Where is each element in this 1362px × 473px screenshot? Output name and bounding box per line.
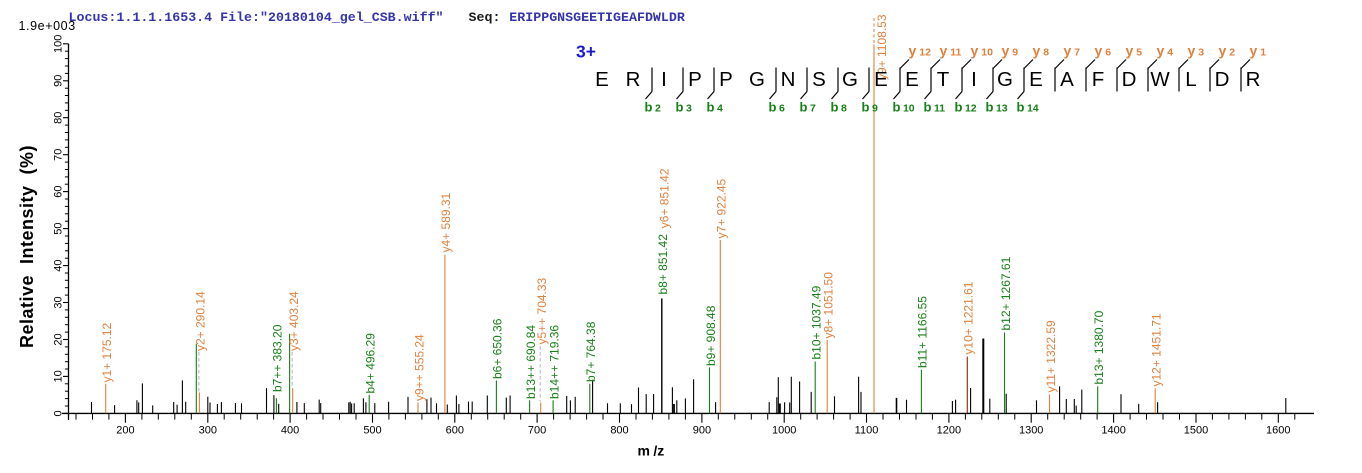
svg-text:W: W (1150, 68, 1170, 91)
svg-text:b6+ 650.36: b6+ 650.36 (491, 318, 505, 379)
svg-text:y1+ 175.12: y1+ 175.12 (100, 322, 114, 382)
svg-text:E: E (905, 68, 919, 91)
svg-text:1100: 1100 (855, 424, 879, 436)
svg-text:b4+ 496.29: b4+ 496.29 (364, 333, 378, 394)
svg-text:700: 700 (528, 424, 546, 436)
svg-text:L: L (1185, 68, 1196, 91)
svg-text:600: 600 (446, 424, 464, 436)
svg-text:10: 10 (53, 370, 65, 382)
svg-text:P: P (719, 68, 733, 91)
svg-text:b9+ 908.48: b9+ 908.48 (704, 305, 718, 366)
svg-text:b14: b 14 (1017, 100, 1039, 115)
svg-text:800: 800 (610, 424, 628, 436)
svg-text:1500: 1500 (1184, 424, 1208, 436)
svg-text:y3+ 403.24: y3+ 403.24 (287, 291, 301, 351)
svg-text:y6+ 851.42: y6+ 851.42 (658, 168, 672, 228)
svg-text:D: D (1215, 68, 1230, 91)
svg-text:E: E (1029, 68, 1043, 91)
svg-text:T: T (937, 68, 950, 91)
svg-text:b10+ 1037.49: b10+ 1037.49 (810, 285, 824, 359)
svg-text:1200: 1200 (937, 424, 961, 436)
svg-text:I: I (661, 68, 667, 91)
svg-text:100: 100 (53, 35, 65, 53)
svg-text:1600: 1600 (1266, 424, 1290, 436)
svg-text:ERIPPGNSGEETIGEAFDWLDR: ERIPPGNSGEETIGEAFDWLDR (509, 10, 685, 25)
svg-text:b13+ 1380.70: b13+ 1380.70 (1092, 310, 1106, 384)
svg-text:b7++ 383.20: b7++ 383.20 (271, 324, 285, 392)
svg-text:50: 50 (53, 222, 65, 234)
svg-text:1300: 1300 (1019, 424, 1043, 436)
svg-text:b12: b 12 (955, 100, 977, 115)
svg-text:E: E (595, 68, 609, 91)
svg-text:D: D (1122, 68, 1137, 91)
svg-text:G: G (749, 68, 765, 91)
svg-text:F: F (1092, 68, 1105, 91)
svg-text:I: I (971, 68, 977, 91)
svg-text:y4+ 589.31: y4+ 589.31 (439, 192, 453, 252)
svg-text:0: 0 (53, 410, 65, 416)
svg-text:y10: y 10 (971, 43, 994, 59)
svg-text:b8+ 851.42: b8+ 851.42 (656, 234, 670, 295)
svg-text:300: 300 (199, 424, 217, 436)
svg-text:b14++ 719.36: b14++ 719.36 (547, 325, 561, 399)
svg-text:3+: 3+ (576, 42, 596, 62)
svg-text:900: 900 (693, 424, 711, 436)
svg-text:1000: 1000 (772, 424, 796, 436)
svg-text:1.9e+003: 1.9e+003 (19, 19, 76, 33)
svg-text:N: N (781, 68, 796, 91)
svg-text:y9+ 1108.53: y9+ 1108.53 (875, 14, 889, 80)
svg-text:R: R (626, 68, 641, 91)
svg-text:500: 500 (363, 424, 381, 436)
svg-text:b12+ 1267.61: b12+ 1267.61 (999, 256, 1013, 330)
svg-text:Seq:: Seq: (469, 10, 501, 25)
svg-text:A: A (1060, 68, 1074, 91)
svg-text:70: 70 (53, 149, 65, 161)
svg-text:90: 90 (53, 75, 65, 87)
svg-text:E: E (874, 68, 888, 91)
svg-text:y11+ 1322.59: y11+ 1322.59 (1044, 320, 1058, 393)
svg-text:y8+ 1051.50: y8+ 1051.50 (822, 272, 836, 339)
svg-text:40: 40 (53, 259, 65, 271)
svg-text:b10: b 10 (893, 100, 915, 115)
svg-text:b11: b 11 (924, 100, 946, 115)
svg-text:80: 80 (53, 112, 65, 124)
svg-text:b7+ 764.38: b7+ 764.38 (584, 321, 598, 382)
svg-text:b11+ 1166.55: b11+ 1166.55 (916, 296, 930, 368)
svg-text:G: G (997, 68, 1013, 91)
svg-text:30: 30 (53, 296, 65, 308)
svg-text:20: 20 (53, 333, 65, 345)
svg-text:y12+ 1451.71: y12+ 1451.71 (1150, 313, 1164, 386)
svg-text:G: G (842, 68, 858, 91)
svg-text:400: 400 (281, 424, 299, 436)
svg-text:R: R (1246, 68, 1261, 91)
svg-text:y9++ 555.24: y9++ 555.24 (412, 334, 426, 401)
svg-text:1400: 1400 (1101, 424, 1125, 436)
svg-text:P: P (688, 68, 702, 91)
svg-text:y5++ 704.33: y5++ 704.33 (535, 277, 549, 344)
svg-text:y11: y 11 (940, 43, 962, 59)
svg-text:b13++ 690.84: b13++ 690.84 (524, 325, 538, 399)
svg-text:Relative Intensity (%): Relative Intensity (%) (17, 145, 37, 348)
svg-text:y12: y 12 (909, 43, 932, 59)
svg-text:y2+ 290.14: y2+ 290.14 (194, 291, 208, 351)
svg-text:y10+ 1221.61: y10+ 1221.61 (962, 281, 976, 354)
svg-text:200: 200 (116, 424, 134, 436)
svg-text:60: 60 (53, 185, 65, 197)
svg-text:y7+ 922.45: y7+ 922.45 (715, 178, 729, 238)
svg-text:S: S (812, 68, 826, 91)
svg-text:Locus:1.1.1.1653.4 File:"20180: Locus:1.1.1.1653.4 File:"20180104_gel_CS… (69, 10, 444, 25)
svg-text:b13: b 13 (986, 100, 1008, 115)
